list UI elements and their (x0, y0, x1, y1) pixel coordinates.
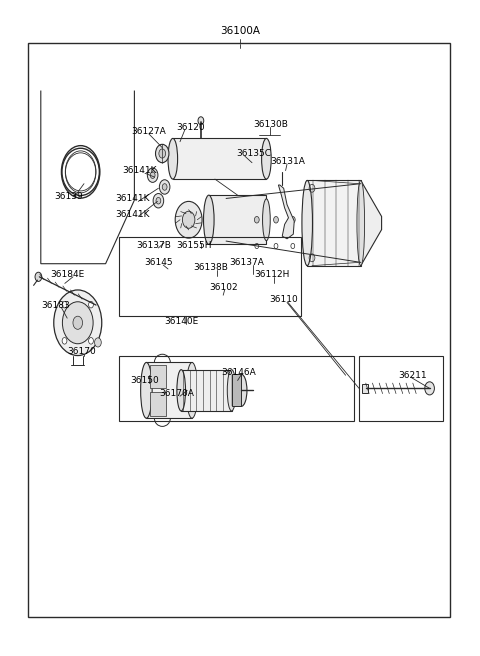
Bar (181, 369, 231, 411)
Bar (359, 356, 443, 421)
Text: 36112H: 36112H (254, 270, 290, 279)
Ellipse shape (235, 374, 247, 407)
Bar (173, 138, 266, 179)
Text: 36155H: 36155H (177, 241, 212, 250)
Text: 36170: 36170 (67, 347, 96, 356)
Circle shape (54, 290, 102, 356)
Ellipse shape (186, 362, 198, 419)
Text: 36131A: 36131A (271, 157, 305, 166)
Circle shape (290, 216, 295, 223)
Ellipse shape (141, 362, 152, 419)
Circle shape (150, 172, 155, 178)
Text: 36141K: 36141K (115, 210, 150, 219)
Text: 36184E: 36184E (50, 270, 84, 279)
Circle shape (274, 216, 278, 223)
Text: 36130B: 36130B (254, 120, 288, 129)
Polygon shape (278, 185, 294, 239)
Text: 36150: 36150 (131, 376, 159, 385)
Text: 36145: 36145 (144, 258, 173, 267)
Bar (209, 195, 266, 244)
Text: 36141K: 36141K (115, 194, 150, 203)
Text: 36138B: 36138B (194, 263, 228, 272)
Ellipse shape (177, 369, 185, 411)
Text: 36110: 36110 (269, 295, 298, 304)
Bar (231, 374, 241, 407)
Circle shape (62, 302, 93, 344)
Bar (362, 384, 368, 393)
Ellipse shape (168, 138, 178, 179)
Text: 36141K: 36141K (122, 166, 156, 175)
Circle shape (175, 201, 202, 238)
Ellipse shape (228, 369, 236, 411)
Circle shape (198, 117, 204, 125)
Text: 36135C: 36135C (236, 149, 271, 158)
Circle shape (62, 301, 67, 308)
Ellipse shape (357, 180, 365, 266)
Circle shape (95, 338, 101, 347)
Bar (150, 392, 166, 416)
Circle shape (89, 301, 94, 308)
Text: 36183: 36183 (41, 300, 70, 310)
Text: 36211: 36211 (398, 371, 427, 380)
Circle shape (425, 382, 434, 395)
Circle shape (159, 149, 166, 158)
Circle shape (156, 197, 161, 204)
Ellipse shape (204, 195, 214, 245)
Circle shape (147, 168, 158, 182)
Ellipse shape (263, 199, 270, 241)
Circle shape (153, 194, 164, 208)
Bar (146, 362, 192, 419)
Text: 36137B: 36137B (136, 241, 171, 250)
Circle shape (62, 338, 67, 344)
Bar (119, 237, 301, 316)
Bar (150, 365, 166, 388)
Ellipse shape (302, 180, 312, 266)
Text: 36102: 36102 (209, 283, 238, 292)
Circle shape (254, 216, 259, 223)
Circle shape (159, 180, 170, 194)
Circle shape (156, 144, 169, 163)
Circle shape (89, 338, 94, 344)
Bar (119, 356, 354, 421)
Ellipse shape (262, 138, 271, 179)
Text: 36100A: 36100A (220, 26, 260, 37)
Bar (28, 43, 450, 617)
Circle shape (182, 211, 195, 228)
Text: 36146A: 36146A (222, 368, 256, 377)
Text: 36120: 36120 (177, 123, 205, 132)
Text: 36139: 36139 (54, 192, 83, 201)
Bar (307, 180, 361, 266)
Text: 36127A: 36127A (132, 127, 166, 136)
Circle shape (73, 316, 83, 329)
Polygon shape (361, 180, 382, 266)
Text: 36170A: 36170A (159, 389, 194, 398)
Circle shape (35, 272, 42, 281)
Text: 36137A: 36137A (230, 258, 264, 267)
Text: 36140E: 36140E (164, 317, 199, 326)
Circle shape (162, 184, 167, 190)
